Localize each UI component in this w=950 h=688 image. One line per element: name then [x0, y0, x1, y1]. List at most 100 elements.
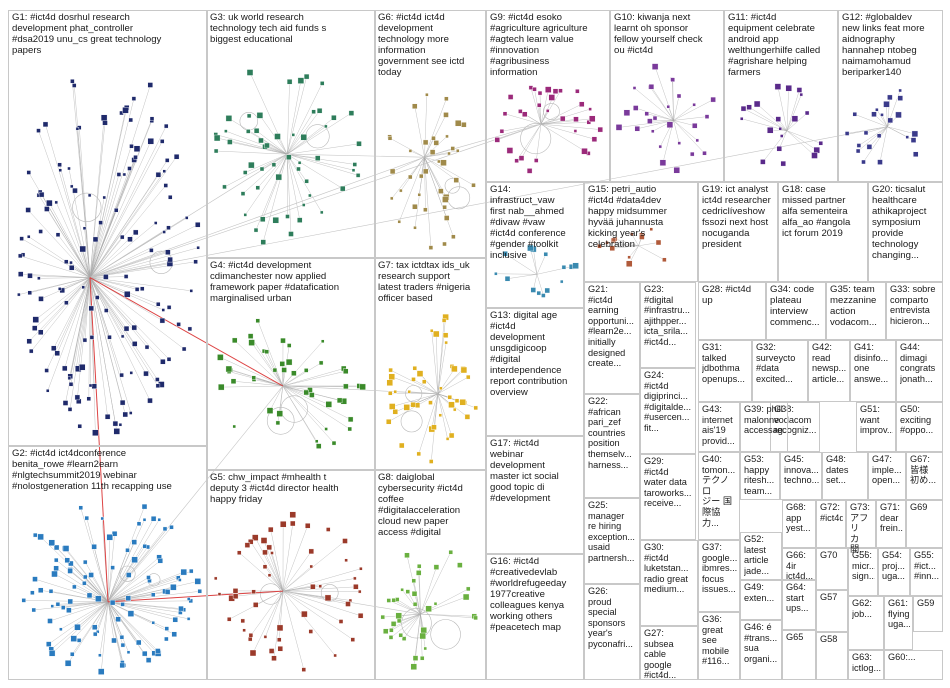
- node-g15: [597, 243, 602, 249]
- node-g4: [255, 318, 261, 323]
- node-g1: [51, 345, 57, 351]
- node-g8: [420, 656, 425, 661]
- group-panel-g62: G62: job...: [848, 596, 884, 650]
- node-g10: [692, 123, 698, 129]
- node-g6: [442, 241, 447, 247]
- node-g11: [778, 126, 782, 131]
- group-panel-g44: G44: dimagi congrats jonath...: [896, 340, 943, 402]
- node-g3: [285, 214, 290, 219]
- edge: [673, 120, 680, 144]
- group-panel-g15: G15: petri_autio #ict4d #data4dev happy …: [584, 182, 698, 282]
- node-g5: [237, 550, 242, 555]
- node-g3: [240, 191, 246, 196]
- node-g2: [186, 617, 191, 621]
- node-g3: [260, 239, 266, 245]
- node-g1: [72, 187, 78, 194]
- node-g3: [253, 227, 259, 233]
- self-loop-ring: [430, 619, 461, 650]
- group-panel-g47: G47: imple... open...: [868, 452, 906, 500]
- group-panel-g52: G52: latest article jade...: [740, 532, 782, 580]
- node-g1: [88, 305, 94, 312]
- node-g1: [58, 168, 62, 172]
- node-g3: [258, 137, 264, 144]
- node-g3: [260, 216, 266, 223]
- edge: [107, 601, 123, 666]
- edge: [270, 529, 284, 592]
- edge: [251, 342, 284, 387]
- node-g12: [871, 111, 877, 118]
- node-g1: [25, 207, 31, 213]
- node-g7: [430, 329, 434, 333]
- node-g2: [48, 650, 56, 657]
- node-g15: [627, 255, 631, 259]
- highlighted-edge: [89, 277, 284, 387]
- node-g8: [410, 663, 417, 670]
- node-g1: [122, 172, 127, 177]
- node-g2: [126, 650, 131, 654]
- node-g2: [170, 584, 177, 591]
- edge: [437, 342, 447, 394]
- node-g1: [112, 420, 119, 427]
- edge: [38, 130, 91, 278]
- edge: [29, 277, 91, 294]
- node-g7: [416, 451, 421, 457]
- node-g3: [320, 210, 324, 215]
- node-g8: [386, 598, 391, 603]
- node-g7: [399, 442, 405, 449]
- edge: [540, 122, 589, 125]
- node-g5: [244, 542, 251, 548]
- edge: [52, 601, 109, 607]
- node-g1: [120, 334, 125, 339]
- edge: [540, 123, 595, 140]
- node-g3: [351, 168, 356, 172]
- edge: [418, 572, 421, 615]
- edge: [215, 134, 288, 155]
- edge: [239, 552, 284, 592]
- edge: [654, 66, 674, 121]
- node-g1: [122, 411, 129, 418]
- node-g2: [142, 518, 147, 522]
- node-g15: [609, 245, 615, 252]
- node-g2: [125, 595, 132, 601]
- node-g1: [17, 292, 21, 297]
- edge: [278, 154, 288, 178]
- node-g5: [345, 601, 351, 607]
- group-panel-g51: G51: want improv...: [856, 402, 896, 452]
- group-panel-g34: G34: code plateau interview commenc...: [766, 282, 826, 340]
- group-panel-g66: G66: 4ir ict4d...: [782, 548, 816, 581]
- edge: [78, 277, 91, 369]
- group-label-g9: G9: #ict4d esoko #agriculture agricultur…: [490, 12, 588, 78]
- node-g6: [412, 203, 418, 210]
- node-g1: [116, 172, 122, 177]
- group-label-g68: G68: app yest...: [786, 502, 811, 534]
- edge: [89, 277, 118, 432]
- edge: [89, 277, 164, 362]
- node-g5: [359, 567, 363, 571]
- edge: [27, 209, 91, 278]
- node-g9: [545, 86, 552, 93]
- edge: [786, 130, 821, 144]
- edge: [786, 89, 800, 131]
- edge: [400, 157, 425, 191]
- group-label-g35: G35: team mezzanine action vodacom...: [830, 284, 877, 328]
- node-g1: [166, 357, 172, 362]
- node-g2: [126, 572, 132, 578]
- node-g2: [47, 618, 53, 624]
- node-g7: [448, 432, 455, 439]
- node-g10: [670, 77, 675, 82]
- node-g2: [115, 616, 121, 622]
- node-g11: [785, 84, 792, 92]
- node-g12: [883, 101, 890, 108]
- node-g5: [262, 549, 268, 556]
- edge: [259, 115, 288, 155]
- node-g2: [53, 544, 60, 551]
- node-g3: [213, 148, 219, 154]
- node-g11: [796, 87, 803, 93]
- node-g4: [343, 368, 349, 374]
- node-g12: [876, 133, 882, 139]
- edge: [287, 153, 359, 176]
- group-label-g12: G12: #globaldev new links feat more aidn…: [842, 12, 925, 78]
- node-g1: [176, 322, 181, 327]
- node-g2: [95, 630, 100, 634]
- node-g11: [791, 115, 799, 122]
